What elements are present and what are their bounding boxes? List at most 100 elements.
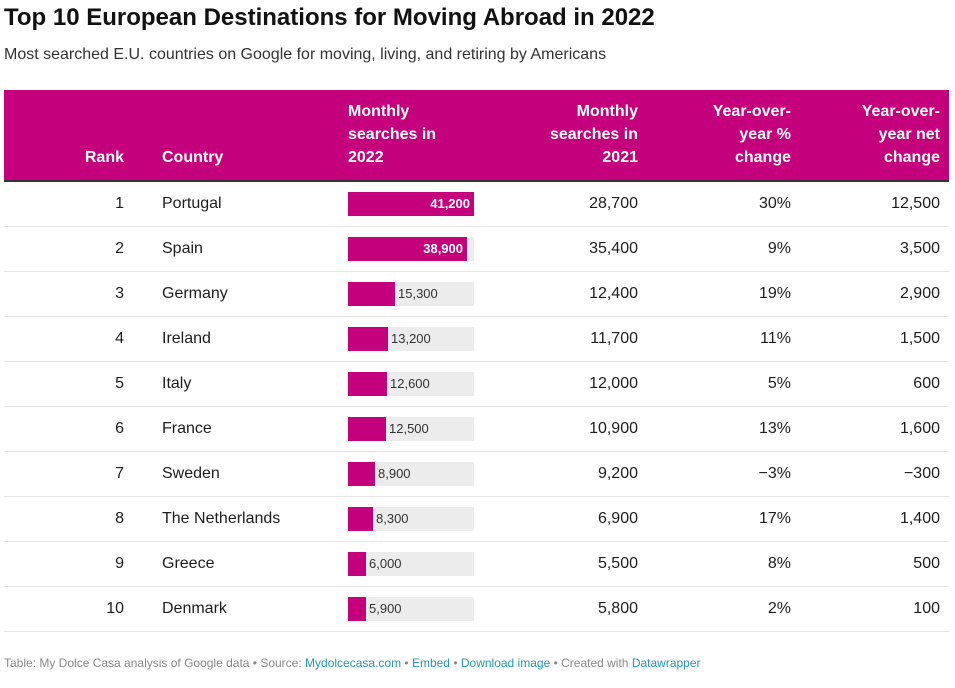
rank-cell: 10 xyxy=(106,600,124,617)
footer-separator: • xyxy=(401,656,412,670)
yoy-pct-cell: 13% xyxy=(758,420,791,437)
chart-title: Top 10 European Destinations for Moving … xyxy=(4,4,655,31)
rank-cell: 2 xyxy=(115,240,124,257)
bar-value-label: 15,300 xyxy=(398,286,438,301)
data-table: Rank Country Monthly searches in 2022 Mont… xyxy=(4,90,949,632)
rank-cell: 1 xyxy=(115,195,124,212)
bar-value-label: 8,900 xyxy=(378,466,411,481)
table-row: 9 Greece 6,000 5,500 8% 500 xyxy=(4,542,949,587)
footer-separator: • xyxy=(449,656,461,670)
country-cell: Italy xyxy=(162,375,192,392)
rank-cell: 7 xyxy=(115,465,124,482)
bar-searches-2022 xyxy=(348,237,467,261)
bar-searches-2022 xyxy=(348,192,474,216)
yoy-net-cell: 2,900 xyxy=(899,285,940,302)
bar-searches-2022 xyxy=(348,372,387,396)
table-row: 7 Sweden 8,900 9,200 −3% −300 xyxy=(4,452,949,497)
bar-searches-2022 xyxy=(348,282,395,306)
table-body: 1 Portugal 41,200 28,700 30% 12,500 2 Spain 38,9… xyxy=(4,182,949,632)
chart-subtitle: Most searched E.U. countries on Google f… xyxy=(4,46,607,63)
bar-track xyxy=(348,597,474,621)
bar-value-label: 8,300 xyxy=(376,511,409,526)
rank-cell: 8 xyxy=(115,510,124,527)
table-row: 5 Italy 12,600 12,000 5% 600 xyxy=(4,362,949,407)
s2021-cell: 9,200 xyxy=(597,465,638,482)
table-row: 6 France 12,500 10,900 13% 1,600 xyxy=(4,407,949,452)
yoy-pct-cell: −3% xyxy=(758,465,791,482)
yoy-pct-cell: 19% xyxy=(758,285,791,302)
rank-cell: 6 xyxy=(115,420,124,437)
country-cell: Spain xyxy=(162,240,203,257)
bar-value-label: 38,900 xyxy=(423,241,463,256)
bar-searches-2022 xyxy=(348,507,373,531)
table-row: 3 Germany 15,300 12,400 19% 2,900 xyxy=(4,272,949,317)
header-rank: Rank xyxy=(84,149,124,166)
bar-value-label: 5,900 xyxy=(369,601,402,616)
country-cell: Denmark xyxy=(162,600,227,617)
s2021-cell: 6,900 xyxy=(597,510,638,527)
s2021-cell: 12,000 xyxy=(589,375,638,392)
datawrapper-link[interactable]: Datawrapper xyxy=(631,656,701,670)
s2021-cell: 11,700 xyxy=(590,330,638,347)
source-link[interactable]: Mydolcecasa.com xyxy=(305,656,402,670)
table-row: 2 Spain 38,900 35,400 9% 3,500 xyxy=(4,227,949,272)
s2021-cell: 28,700 xyxy=(589,195,638,212)
yoy-pct-cell: 17% xyxy=(758,510,791,527)
s2021-cell: 35,400 xyxy=(589,240,638,257)
yoy-pct-cell: 9% xyxy=(767,240,791,257)
yoy-net-cell: 12,500 xyxy=(891,195,940,212)
yoy-pct-cell: 11% xyxy=(760,330,791,347)
country-cell: Ireland xyxy=(162,330,211,347)
country-cell: France xyxy=(162,420,212,437)
table-row: 8 The Netherlands 8,300 6,900 17% 1,400 xyxy=(4,497,949,542)
country-cell: Germany xyxy=(162,285,228,302)
table-row: 10 Denmark 5,900 5,800 2% 100 xyxy=(4,587,949,632)
bar-searches-2022 xyxy=(348,552,366,576)
embed-link[interactable]: Embed xyxy=(411,656,450,670)
yoy-pct-cell: 8% xyxy=(767,555,791,572)
bar-searches-2022 xyxy=(348,597,366,621)
rank-cell: 4 xyxy=(115,330,124,347)
footer: Table: My Dolce Casa analysis of Google … xyxy=(4,656,701,670)
bar-value-label: 13,200 xyxy=(391,331,431,346)
yoy-net-cell: 100 xyxy=(913,600,940,617)
yoy-pct-cell: 30% xyxy=(758,195,791,212)
country-cell: The Netherlands xyxy=(162,510,281,527)
bar-searches-2022 xyxy=(348,462,375,486)
bar-value-label: 12,500 xyxy=(389,421,429,436)
header-yoy-net: Year-over-year net change xyxy=(861,103,940,166)
yoy-net-cell: 3,500 xyxy=(899,240,940,257)
header-yoy-pct: Year-over-year % change xyxy=(712,103,791,166)
header-searches-2021: Monthly searches in 2021 xyxy=(549,103,638,166)
s2021-cell: 10,900 xyxy=(589,420,638,437)
bar-value-label: 41,200 xyxy=(430,196,470,211)
header-country: Country xyxy=(162,149,224,166)
table-row: 4 Ireland 13,200 11,700 11% 1,500 xyxy=(4,317,949,362)
yoy-net-cell: 500 xyxy=(913,555,940,572)
bar-searches-2022 xyxy=(348,417,386,441)
s2021-cell: 5,800 xyxy=(597,600,638,617)
bar-value-label: 6,000 xyxy=(369,556,402,571)
download-image-link[interactable]: Download image xyxy=(460,656,551,670)
rank-cell: 3 xyxy=(115,285,124,302)
bar-value-label: 12,600 xyxy=(390,376,430,391)
header-searches-2022: Monthly searches in 2022 xyxy=(348,103,437,166)
yoy-net-cell: 600 xyxy=(913,375,940,392)
yoy-net-cell: 1,600 xyxy=(899,420,940,437)
rank-cell: 9 xyxy=(115,555,124,572)
yoy-pct-cell: 5% xyxy=(767,375,791,392)
rank-cell: 5 xyxy=(115,375,124,392)
yoy-net-cell: 1,500 xyxy=(899,330,940,347)
bar-track xyxy=(348,552,474,576)
table-row: 1 Portugal 41,200 28,700 30% 12,500 xyxy=(4,182,949,227)
country-cell: Greece xyxy=(162,555,215,572)
table-header: Rank Country Monthly searches in 2022 Mont… xyxy=(4,90,949,182)
footer-credit: Table: My Dolce Casa analysis of Google … xyxy=(4,656,306,670)
country-cell: Portugal xyxy=(162,195,222,212)
yoy-pct-cell: 2% xyxy=(767,600,791,617)
s2021-cell: 5,500 xyxy=(597,555,638,572)
footer-created-with: • Created with xyxy=(550,656,632,670)
s2021-cell: 12,400 xyxy=(589,285,638,302)
yoy-net-cell: 1,400 xyxy=(899,510,940,527)
country-cell: Sweden xyxy=(162,465,220,482)
